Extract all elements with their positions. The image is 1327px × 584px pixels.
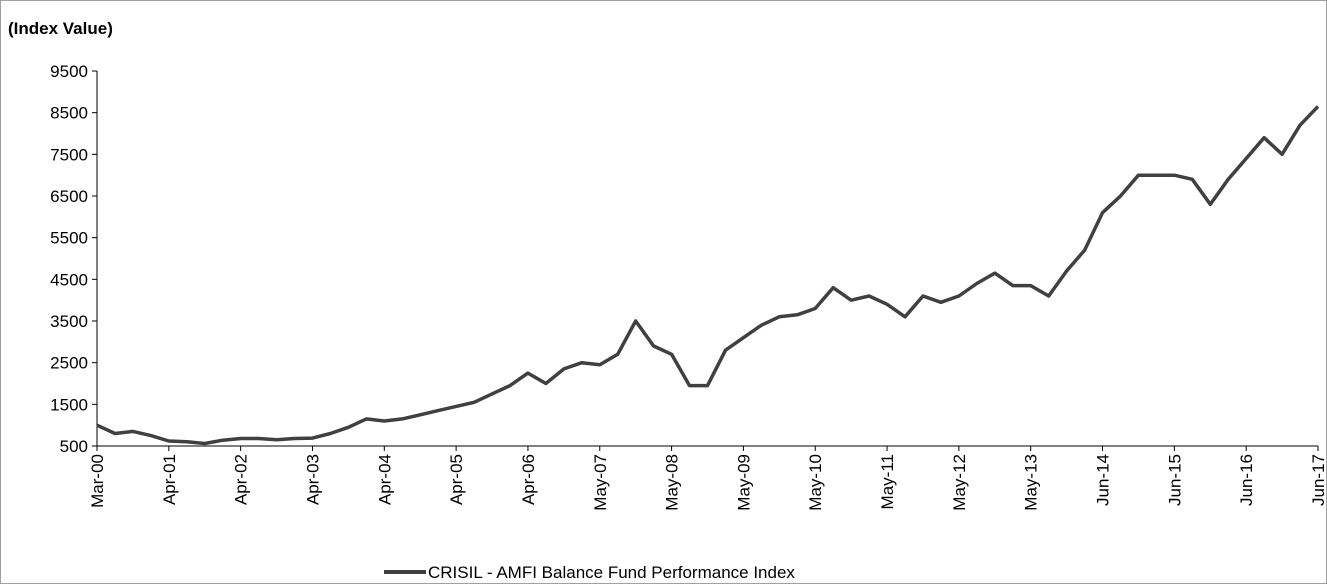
x-tick-label: May-07 [591, 454, 610, 511]
x-tick-label: Jun-17 [1309, 454, 1327, 506]
y-tick-label: 5500 [50, 229, 88, 248]
x-tick-label: Apr-05 [447, 454, 466, 505]
y-axis-title: (Index Value) [8, 19, 113, 38]
x-tick-label: May-09 [734, 454, 753, 511]
y-tick-label: 500 [60, 437, 88, 456]
y-tick-label: 3500 [50, 312, 88, 331]
y-tick-label: 2500 [50, 354, 88, 373]
series-line [96, 105, 1320, 446]
y-tick-label: 6500 [50, 187, 88, 206]
x-tick-label: Mar-00 [88, 454, 107, 508]
x-tick-label: May-08 [663, 454, 682, 511]
x-tick-label: May-13 [1022, 454, 1041, 511]
legend-label: CRISIL - AMFI Balance Fund Performance I… [428, 563, 795, 582]
y-tick-label: 9500 [50, 62, 88, 81]
x-tick-label: Apr-01 [160, 454, 179, 505]
x-tick-label: May-11 [878, 454, 897, 509]
x-tick-label: Apr-06 [519, 454, 538, 505]
x-tick-label: Apr-03 [303, 454, 322, 505]
y-tick-label: 8500 [50, 104, 88, 123]
x-tick-label: Apr-04 [375, 454, 394, 505]
x-tick-label: Jun-15 [1165, 454, 1184, 506]
x-tick-label: Jun-14 [1094, 454, 1113, 506]
y-tick-label: 1500 [50, 395, 88, 414]
x-tick-label: May-12 [950, 454, 969, 511]
y-tick-label: 7500 [50, 145, 88, 164]
x-tick-label: Apr-02 [232, 454, 251, 505]
x-tick-label: Jun-16 [1237, 454, 1256, 506]
y-tick-label: 4500 [50, 270, 88, 289]
x-tick-label: May-10 [806, 454, 825, 511]
